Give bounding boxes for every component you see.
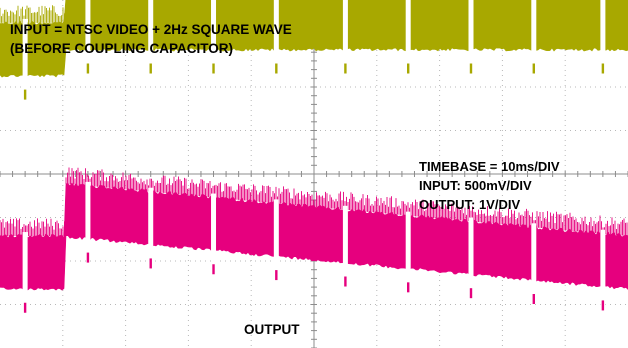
output-trace-vsync-pulse xyxy=(407,282,410,293)
output-trace-vsync-pulse xyxy=(601,300,605,311)
output-trace-vsync-gap xyxy=(273,199,279,279)
input-trace-vsync-gap xyxy=(273,0,279,72)
output-trace-vsync-gap xyxy=(22,232,28,311)
input-trace-vsync-pulse xyxy=(469,63,473,74)
output-trace-vsync-pulse xyxy=(532,294,535,305)
output-trace-vsync-gap xyxy=(342,205,348,285)
output-trace-vsync-gap xyxy=(600,229,606,309)
input-trace-vsync-pulse xyxy=(86,63,90,74)
input-trace-vsync-pulse xyxy=(601,63,605,74)
output-trace-label: OUTPUT xyxy=(244,322,300,337)
input-trace-vsync-gap xyxy=(85,0,91,72)
waveform-traces xyxy=(0,0,628,313)
output-trace-vsync-pulse xyxy=(469,288,473,299)
input-trace-vsync-gap xyxy=(600,0,606,72)
input-trace-vsync-gap xyxy=(22,18,28,98)
input-trace-vsync-pulse xyxy=(532,63,535,74)
input-title-line1: INPUT = NTSC VIDEO + 2Hz SQUARE WAVE xyxy=(10,22,292,37)
input-trace-vsync-pulse xyxy=(275,63,278,74)
output-trace-vsync-pulse xyxy=(212,264,215,275)
output-trace-vsync-gap xyxy=(405,211,411,291)
timebase-label: TIMEBASE = 10ms/DIV xyxy=(419,159,560,174)
input-trace-vsync-gap xyxy=(148,0,154,72)
input-trace-vsync-pulse xyxy=(407,63,410,74)
output-trace-vsync-gap xyxy=(148,187,154,267)
input-trace-vsync-pulse xyxy=(344,63,347,74)
input-trace-vsync-pulse xyxy=(212,63,215,74)
output-trace-vsync-pulse xyxy=(86,252,90,263)
input-trace-vsync-gap xyxy=(405,0,411,72)
output-trace-vsync-gap xyxy=(531,223,537,303)
output-trace-vsync-pulse xyxy=(275,270,278,281)
input-trace-vsync-pulse xyxy=(23,89,27,100)
input-trace-vsync-gap xyxy=(211,0,217,72)
input-trace-vsync-gap xyxy=(531,0,537,72)
input-trace-vsync-gap xyxy=(342,0,348,72)
input-scale-label: INPUT: 500mV/DIV xyxy=(419,178,532,193)
input-trace-vsync-pulse xyxy=(149,63,152,74)
output-trace-vsync-gap xyxy=(211,193,217,273)
output-trace-vsync-pulse xyxy=(23,302,27,313)
output-trace-vsync-gap xyxy=(85,181,91,261)
output-trace-vsync-pulse xyxy=(344,276,347,287)
output-trace-vsync-pulse xyxy=(149,258,152,269)
input-title-line2: (BEFORE COUPLING CAPACITOR) xyxy=(10,41,233,56)
input-trace-vsync-gap xyxy=(468,0,474,72)
output-trace-vsync-gap xyxy=(468,217,474,297)
output-scale-label: OUTPUT: 1V/DIV xyxy=(419,197,520,212)
